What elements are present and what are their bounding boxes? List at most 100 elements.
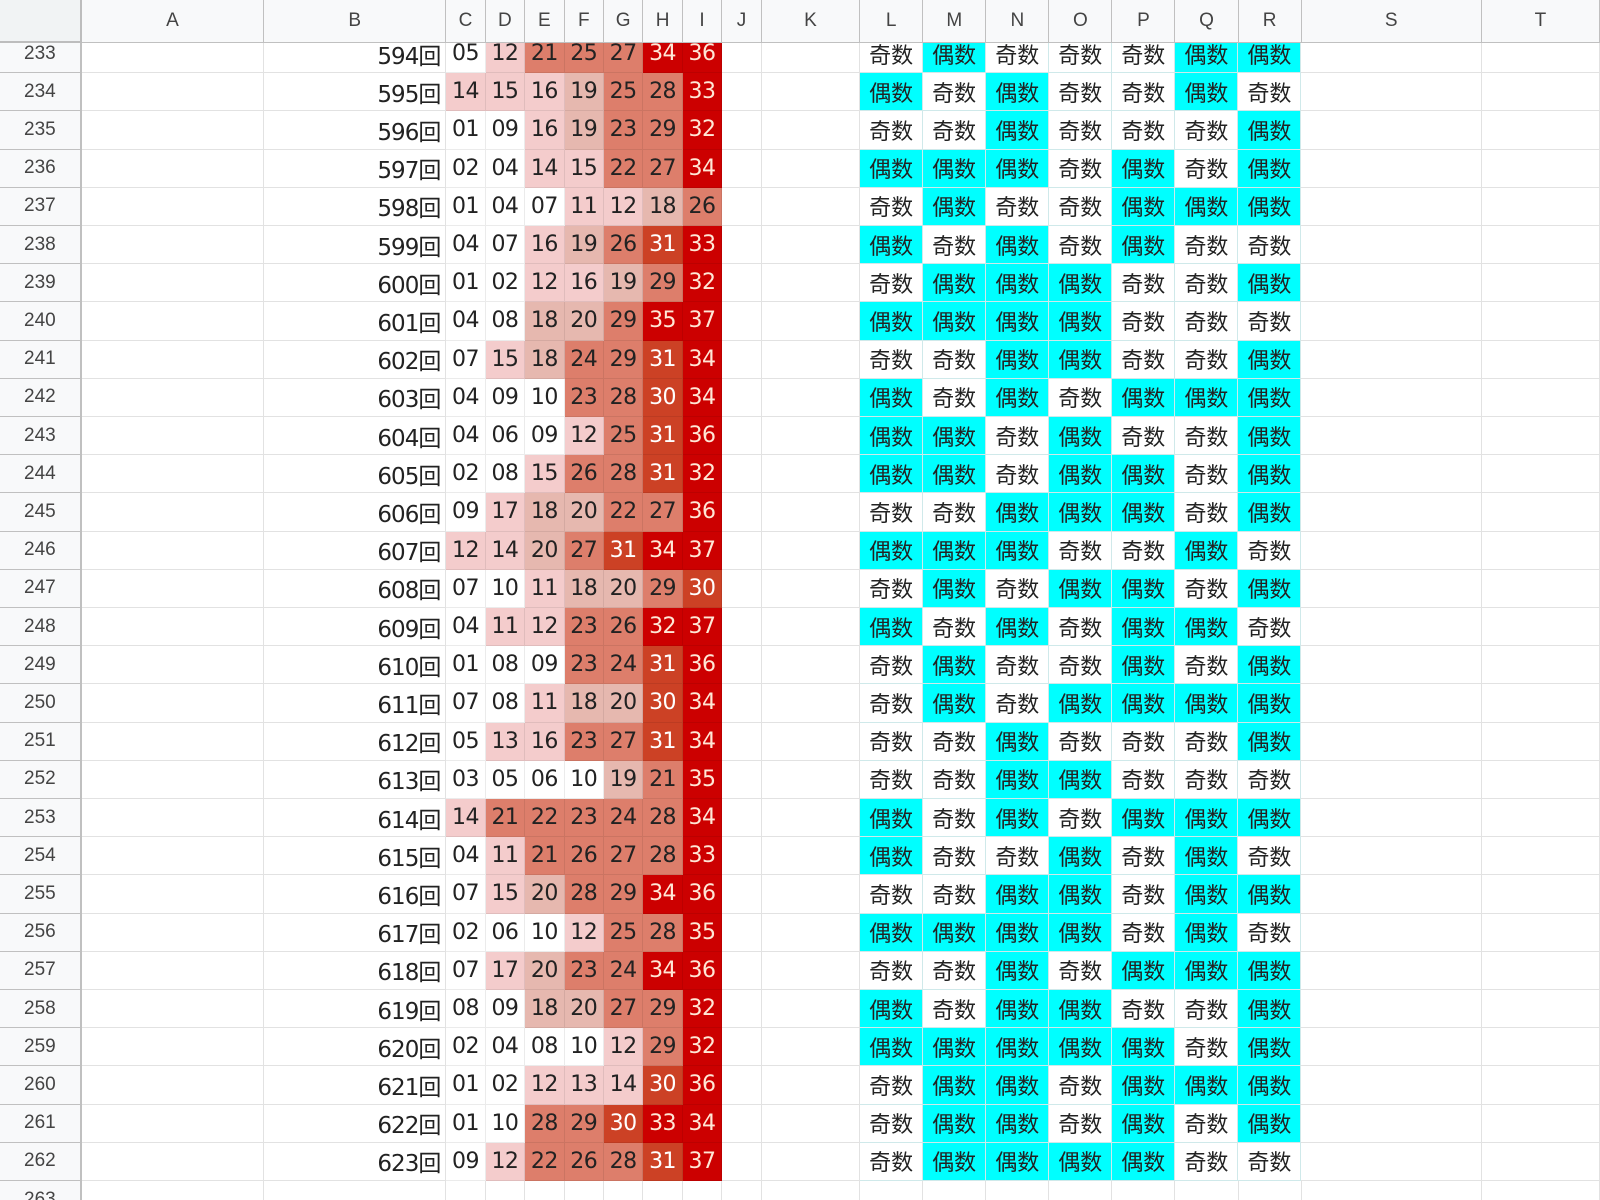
parity-cell-odd[interactable]: 奇数 bbox=[860, 722, 924, 761]
number-cell[interactable]: 09 bbox=[485, 990, 526, 1029]
parity-cell-even[interactable]: 偶数 bbox=[1238, 684, 1302, 723]
draw-number-cell[interactable]: 613回 bbox=[264, 760, 447, 799]
table-row[interactable]: 245 606回 09 17 18 20 22 27 36 奇数 奇数 偶数 偶数 偶数 奇数 偶数 bbox=[0, 493, 1600, 532]
row-number[interactable]: 253 bbox=[0, 799, 82, 838]
number-cell[interactable]: 01 bbox=[446, 1066, 486, 1105]
empty-cell[interactable] bbox=[81, 455, 265, 494]
parity-cell-even[interactable]: 偶数 bbox=[1238, 569, 1302, 608]
row-number[interactable]: 255 bbox=[0, 875, 82, 914]
empty-cell[interactable] bbox=[1301, 340, 1482, 379]
number-cell[interactable]: 10 bbox=[564, 1028, 604, 1067]
empty-cell[interactable] bbox=[761, 684, 861, 723]
number-cell[interactable]: 34 bbox=[682, 340, 723, 379]
number-cell[interactable]: 30 bbox=[643, 684, 683, 723]
number-cell[interactable]: 09 bbox=[446, 493, 486, 532]
parity-cell-odd[interactable]: 奇数 bbox=[1049, 646, 1113, 685]
number-cell[interactable]: 15 bbox=[485, 875, 526, 914]
empty-cell[interactable] bbox=[761, 646, 861, 685]
parity-cell-even[interactable]: 偶数 bbox=[860, 608, 924, 647]
empty-cell[interactable] bbox=[1301, 799, 1482, 838]
table-row[interactable]: 257 618回 07 17 20 23 24 34 36 奇数 奇数 偶数 奇数 偶数 偶数 偶数 bbox=[0, 951, 1600, 990]
empty-cell[interactable] bbox=[1175, 1181, 1239, 1200]
table-row[interactable]: 234 595回 14 15 16 19 25 28 33 偶数 奇数 偶数 奇数 奇数 偶数 奇数 bbox=[0, 73, 1600, 112]
number-cell[interactable]: 02 bbox=[446, 1028, 486, 1067]
draw-number-cell[interactable]: 604回 bbox=[264, 417, 447, 456]
number-cell[interactable]: 20 bbox=[525, 951, 565, 990]
row-number[interactable]: 263 bbox=[0, 1181, 82, 1200]
number-cell[interactable]: 33 bbox=[682, 226, 723, 265]
number-cell[interactable]: 19 bbox=[564, 111, 604, 150]
table-row[interactable]: 240 601回 04 08 18 20 29 35 37 偶数 偶数 偶数 偶数 奇数 奇数 奇数 bbox=[0, 302, 1600, 341]
parity-cell-odd[interactable]: 奇数 bbox=[1112, 837, 1176, 876]
parity-cell-even[interactable]: 偶数 bbox=[1112, 569, 1176, 608]
draw-number-cell[interactable]: 619回 bbox=[264, 990, 447, 1029]
number-cell[interactable]: 25 bbox=[603, 417, 644, 456]
number-cell[interactable]: 21 bbox=[525, 837, 565, 876]
parity-cell-even[interactable]: 偶数 bbox=[986, 149, 1050, 188]
number-cell[interactable]: 33 bbox=[682, 73, 723, 112]
table-row[interactable]: 251 612回 05 13 16 23 27 31 34 奇数 奇数 偶数 奇数 奇数 奇数 偶数 bbox=[0, 722, 1600, 761]
empty-cell[interactable] bbox=[1301, 684, 1482, 723]
number-cell[interactable]: 12 bbox=[603, 1028, 644, 1067]
parity-cell-even[interactable]: 偶数 bbox=[1112, 1028, 1176, 1067]
empty-cell[interactable] bbox=[1481, 684, 1600, 723]
empty-cell[interactable] bbox=[761, 722, 861, 761]
empty-cell[interactable] bbox=[1481, 646, 1600, 685]
parity-cell-even[interactable]: 偶数 bbox=[1112, 493, 1176, 532]
parity-cell-even[interactable]: 偶数 bbox=[1175, 1066, 1239, 1105]
column-header-s[interactable]: S bbox=[1301, 0, 1482, 43]
number-cell[interactable]: 19 bbox=[564, 226, 604, 265]
number-cell[interactable]: 17 bbox=[485, 493, 526, 532]
parity-cell-even[interactable]: 偶数 bbox=[1049, 684, 1113, 723]
empty-cell[interactable] bbox=[1481, 378, 1600, 417]
draw-number-cell[interactable]: 608回 bbox=[264, 569, 447, 608]
number-cell[interactable]: 32 bbox=[682, 264, 723, 303]
number-cell[interactable]: 18 bbox=[564, 569, 604, 608]
empty-cell[interactable] bbox=[1481, 799, 1600, 838]
empty-cell[interactable] bbox=[643, 1181, 683, 1200]
parity-cell-even[interactable]: 偶数 bbox=[1112, 1104, 1176, 1143]
empty-cell[interactable] bbox=[1481, 951, 1600, 990]
empty-cell[interactable] bbox=[81, 684, 265, 723]
number-cell[interactable]: 34 bbox=[643, 951, 683, 990]
column-header-l[interactable]: L bbox=[860, 0, 924, 43]
draw-number-cell[interactable]: 611回 bbox=[264, 684, 447, 723]
empty-cell[interactable] bbox=[1481, 455, 1600, 494]
parity-cell-even[interactable]: 偶数 bbox=[923, 264, 987, 303]
number-cell[interactable]: 09 bbox=[525, 417, 565, 456]
empty-cell[interactable] bbox=[1481, 1028, 1600, 1067]
empty-cell[interactable] bbox=[1049, 1181, 1113, 1200]
number-cell[interactable]: 34 bbox=[682, 149, 723, 188]
empty-cell[interactable] bbox=[81, 531, 265, 570]
draw-number-cell[interactable]: 610回 bbox=[264, 646, 447, 685]
empty-cell[interactable] bbox=[923, 1181, 987, 1200]
empty-cell[interactable] bbox=[1301, 608, 1482, 647]
empty-cell[interactable] bbox=[1481, 875, 1600, 914]
number-cell[interactable]: 13 bbox=[564, 1066, 604, 1105]
empty-cell[interactable] bbox=[81, 760, 265, 799]
table-row[interactable]: 242 603回 04 09 10 23 28 30 34 偶数 奇数 偶数 奇数 偶数 偶数 偶数 bbox=[0, 378, 1600, 417]
parity-cell-even[interactable]: 偶数 bbox=[1175, 799, 1239, 838]
row-number[interactable]: 248 bbox=[0, 608, 82, 647]
empty-cell[interactable] bbox=[1481, 340, 1600, 379]
parity-cell-even[interactable]: 偶数 bbox=[1175, 951, 1239, 990]
table-row[interactable]: 252 613回 03 05 06 10 19 21 35 奇数 奇数 偶数 偶数 奇数 奇数 奇数 bbox=[0, 760, 1600, 799]
number-cell[interactable]: 29 bbox=[643, 569, 683, 608]
column-header-h[interactable]: H bbox=[643, 0, 683, 43]
number-cell[interactable]: 28 bbox=[603, 378, 644, 417]
parity-cell-odd[interactable]: 奇数 bbox=[1175, 302, 1239, 341]
select-all-corner[interactable] bbox=[0, 0, 82, 43]
table-row[interactable]: 233 594回 05 12 21 25 27 34 36 奇数 偶数 奇数 奇数 奇数 偶数 偶数 bbox=[0, 35, 1600, 74]
parity-cell-odd[interactable]: 奇数 bbox=[1238, 73, 1302, 112]
parity-cell-even[interactable]: 偶数 bbox=[860, 799, 924, 838]
empty-cell[interactable] bbox=[761, 455, 861, 494]
number-cell[interactable]: 29 bbox=[643, 1028, 683, 1067]
row-number[interactable]: 236 bbox=[0, 149, 82, 188]
number-cell[interactable]: 12 bbox=[564, 913, 604, 952]
draw-number-cell[interactable]: 606回 bbox=[264, 493, 447, 532]
empty-cell[interactable] bbox=[722, 493, 762, 532]
parity-cell-even[interactable]: 偶数 bbox=[1049, 990, 1113, 1029]
empty-cell[interactable] bbox=[81, 1028, 265, 1067]
empty-cell[interactable] bbox=[604, 1181, 644, 1200]
parity-cell-odd[interactable]: 奇数 bbox=[1049, 799, 1113, 838]
